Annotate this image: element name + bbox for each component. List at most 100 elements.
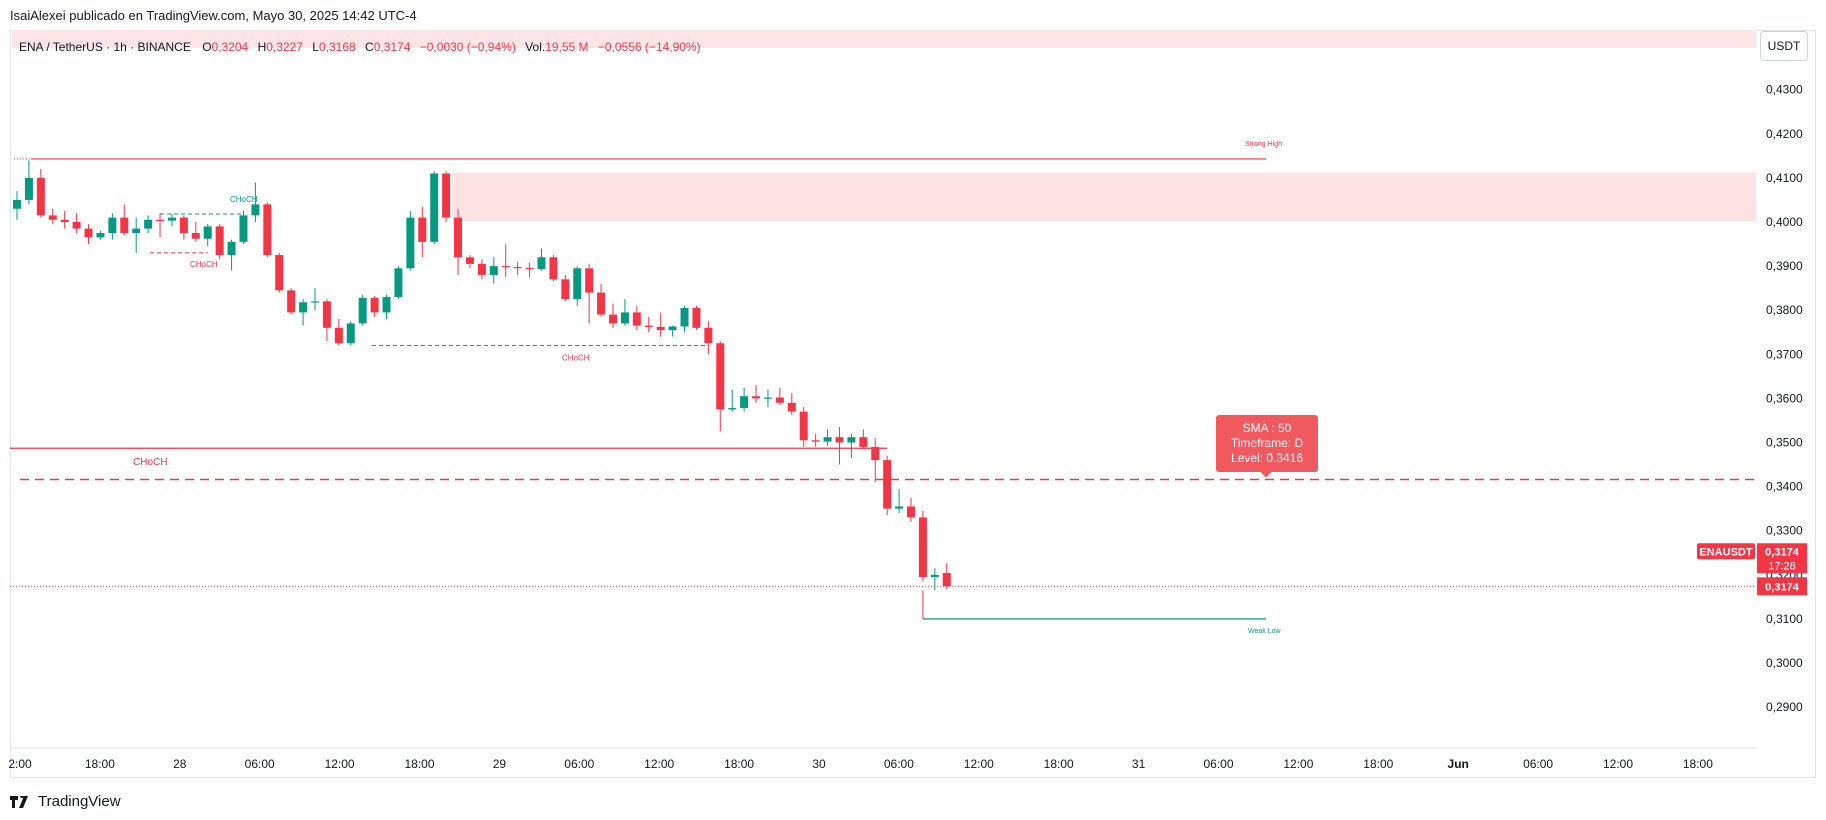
candle-body bbox=[84, 228, 93, 238]
candle-body bbox=[263, 204, 272, 256]
candle-body bbox=[537, 257, 546, 270]
candle-body bbox=[179, 217, 188, 234]
candle-body bbox=[799, 411, 808, 441]
candle-body bbox=[13, 199, 21, 209]
y-tick-label: 0,3900 bbox=[1766, 259, 1803, 273]
x-tick-label: Jun bbox=[1448, 757, 1469, 771]
sma-callout: SMA : 50 Timeframe: D Level: 0.3416 bbox=[1216, 415, 1318, 472]
candle-body bbox=[311, 301, 319, 303]
candle-body bbox=[227, 241, 236, 256]
legend-vol-change: −0,0556 (−14,90%) bbox=[597, 40, 701, 54]
sma-callout-pointer bbox=[1260, 471, 1272, 478]
candle-body bbox=[442, 173, 451, 218]
tradingview-brand[interactable]: TradingView bbox=[10, 793, 121, 810]
candle-body bbox=[132, 228, 141, 234]
candle-body bbox=[942, 573, 951, 587]
candle-body bbox=[823, 437, 832, 442]
price-tag-bg bbox=[1757, 543, 1807, 574]
x-tick-label: 29 bbox=[493, 757, 507, 771]
candle-body bbox=[251, 204, 260, 216]
candle-body bbox=[680, 307, 689, 327]
candle-body bbox=[24, 177, 33, 200]
x-tick-label: 12:00 bbox=[1603, 757, 1633, 771]
candle-body bbox=[60, 219, 69, 222]
legend-vol: 19,55 M bbox=[545, 40, 589, 54]
candle-body bbox=[239, 215, 248, 242]
x-tick-label: 18:00 bbox=[1044, 757, 1074, 771]
candle-body bbox=[299, 302, 308, 313]
candle-body bbox=[871, 446, 880, 461]
legend-symbol[interactable]: ENA / TetherUS · 1h · BINANCE bbox=[19, 40, 191, 54]
candle-body bbox=[811, 440, 820, 442]
x-tick-label: 28 bbox=[173, 757, 187, 771]
sma-callout-line1: SMA : 50 bbox=[1242, 421, 1292, 435]
y-tick-label: 0,3400 bbox=[1766, 480, 1803, 494]
y-tick-label: 0,4200 bbox=[1766, 127, 1803, 141]
tradingview-logo-icon bbox=[10, 795, 28, 808]
legend-close: 0,3174 bbox=[373, 40, 411, 54]
candle-body bbox=[585, 268, 594, 293]
legend-open-label: O bbox=[202, 40, 212, 54]
supply-zone bbox=[452, 172, 1756, 222]
y-tick-label: 0,3700 bbox=[1766, 347, 1803, 361]
x-tick-label: 18:00 bbox=[1683, 757, 1713, 771]
legend-change: −0,0030 (−0,94%) bbox=[419, 40, 516, 54]
sma-callout-line2: Timeframe: D bbox=[1230, 436, 1304, 450]
price-tag-2: 0,3174 bbox=[1765, 581, 1800, 593]
x-tick-label: 06:00 bbox=[564, 757, 594, 771]
candle-body bbox=[704, 327, 713, 344]
candle-body bbox=[644, 325, 653, 327]
candle-body bbox=[835, 437, 844, 443]
legend-low-label: L bbox=[312, 40, 319, 54]
candle-body bbox=[370, 297, 379, 313]
choch-4-label: CHoCH bbox=[133, 457, 167, 468]
candle-body bbox=[418, 217, 427, 242]
candle-body bbox=[775, 397, 784, 403]
x-tick-label: 06:00 bbox=[245, 757, 275, 771]
y-tick-label: 0,3300 bbox=[1766, 524, 1803, 538]
candle-body bbox=[287, 290, 296, 313]
candle-body bbox=[120, 217, 129, 234]
candle-body bbox=[382, 296, 391, 313]
y-tick-label: 0,4300 bbox=[1766, 83, 1803, 97]
price-tag: 0,3174 bbox=[1765, 546, 1800, 558]
candle-body bbox=[48, 215, 57, 220]
candle-body bbox=[454, 217, 463, 258]
candle-body bbox=[561, 279, 570, 300]
publisher-line: IsaiAlexei publicado en TradingView.com,… bbox=[10, 8, 417, 23]
x-tick-label: 18:00 bbox=[1363, 757, 1393, 771]
x-tick-label: 18:00 bbox=[85, 757, 115, 771]
candle-body bbox=[597, 292, 606, 315]
candle-body bbox=[203, 226, 212, 239]
candle-body bbox=[489, 266, 498, 275]
y-tick-label: 0,4000 bbox=[1766, 215, 1803, 229]
candle-body bbox=[275, 255, 284, 291]
candle-body bbox=[573, 268, 582, 300]
choch-2-label: CHoCH bbox=[190, 260, 218, 269]
candle-body bbox=[358, 297, 367, 324]
brand-label: TradingView bbox=[38, 793, 121, 810]
candle-body bbox=[108, 217, 117, 234]
candle-body bbox=[394, 268, 403, 297]
candle-body bbox=[156, 219, 165, 221]
legend-high: 0,3227 bbox=[266, 40, 303, 54]
candle-body bbox=[620, 312, 629, 324]
candle-body bbox=[215, 226, 224, 256]
legend-highlight bbox=[12, 30, 1756, 48]
y-tick-label: 0,3600 bbox=[1766, 391, 1803, 405]
candle-body bbox=[322, 301, 331, 328]
ohlc-legend: ENA / TetherUS · 1h · BINANCE O0,3204 H0… bbox=[19, 40, 707, 54]
weak-low-label: Weak Low bbox=[1248, 628, 1281, 635]
candle-body bbox=[609, 314, 617, 324]
legend-high-label: H bbox=[257, 40, 267, 54]
x-tick-label: 18:00 bbox=[404, 757, 434, 771]
x-tick-label: 12:00 bbox=[1283, 757, 1313, 771]
choch-1-label: CHoCH bbox=[230, 195, 258, 204]
currency-button[interactable]: USDT bbox=[1760, 31, 1808, 61]
candle-body bbox=[787, 402, 796, 412]
candle-body bbox=[346, 323, 355, 344]
x-tick-label: 30 bbox=[812, 757, 826, 771]
candle-body bbox=[895, 506, 904, 509]
legend-close-label: C bbox=[365, 40, 374, 54]
